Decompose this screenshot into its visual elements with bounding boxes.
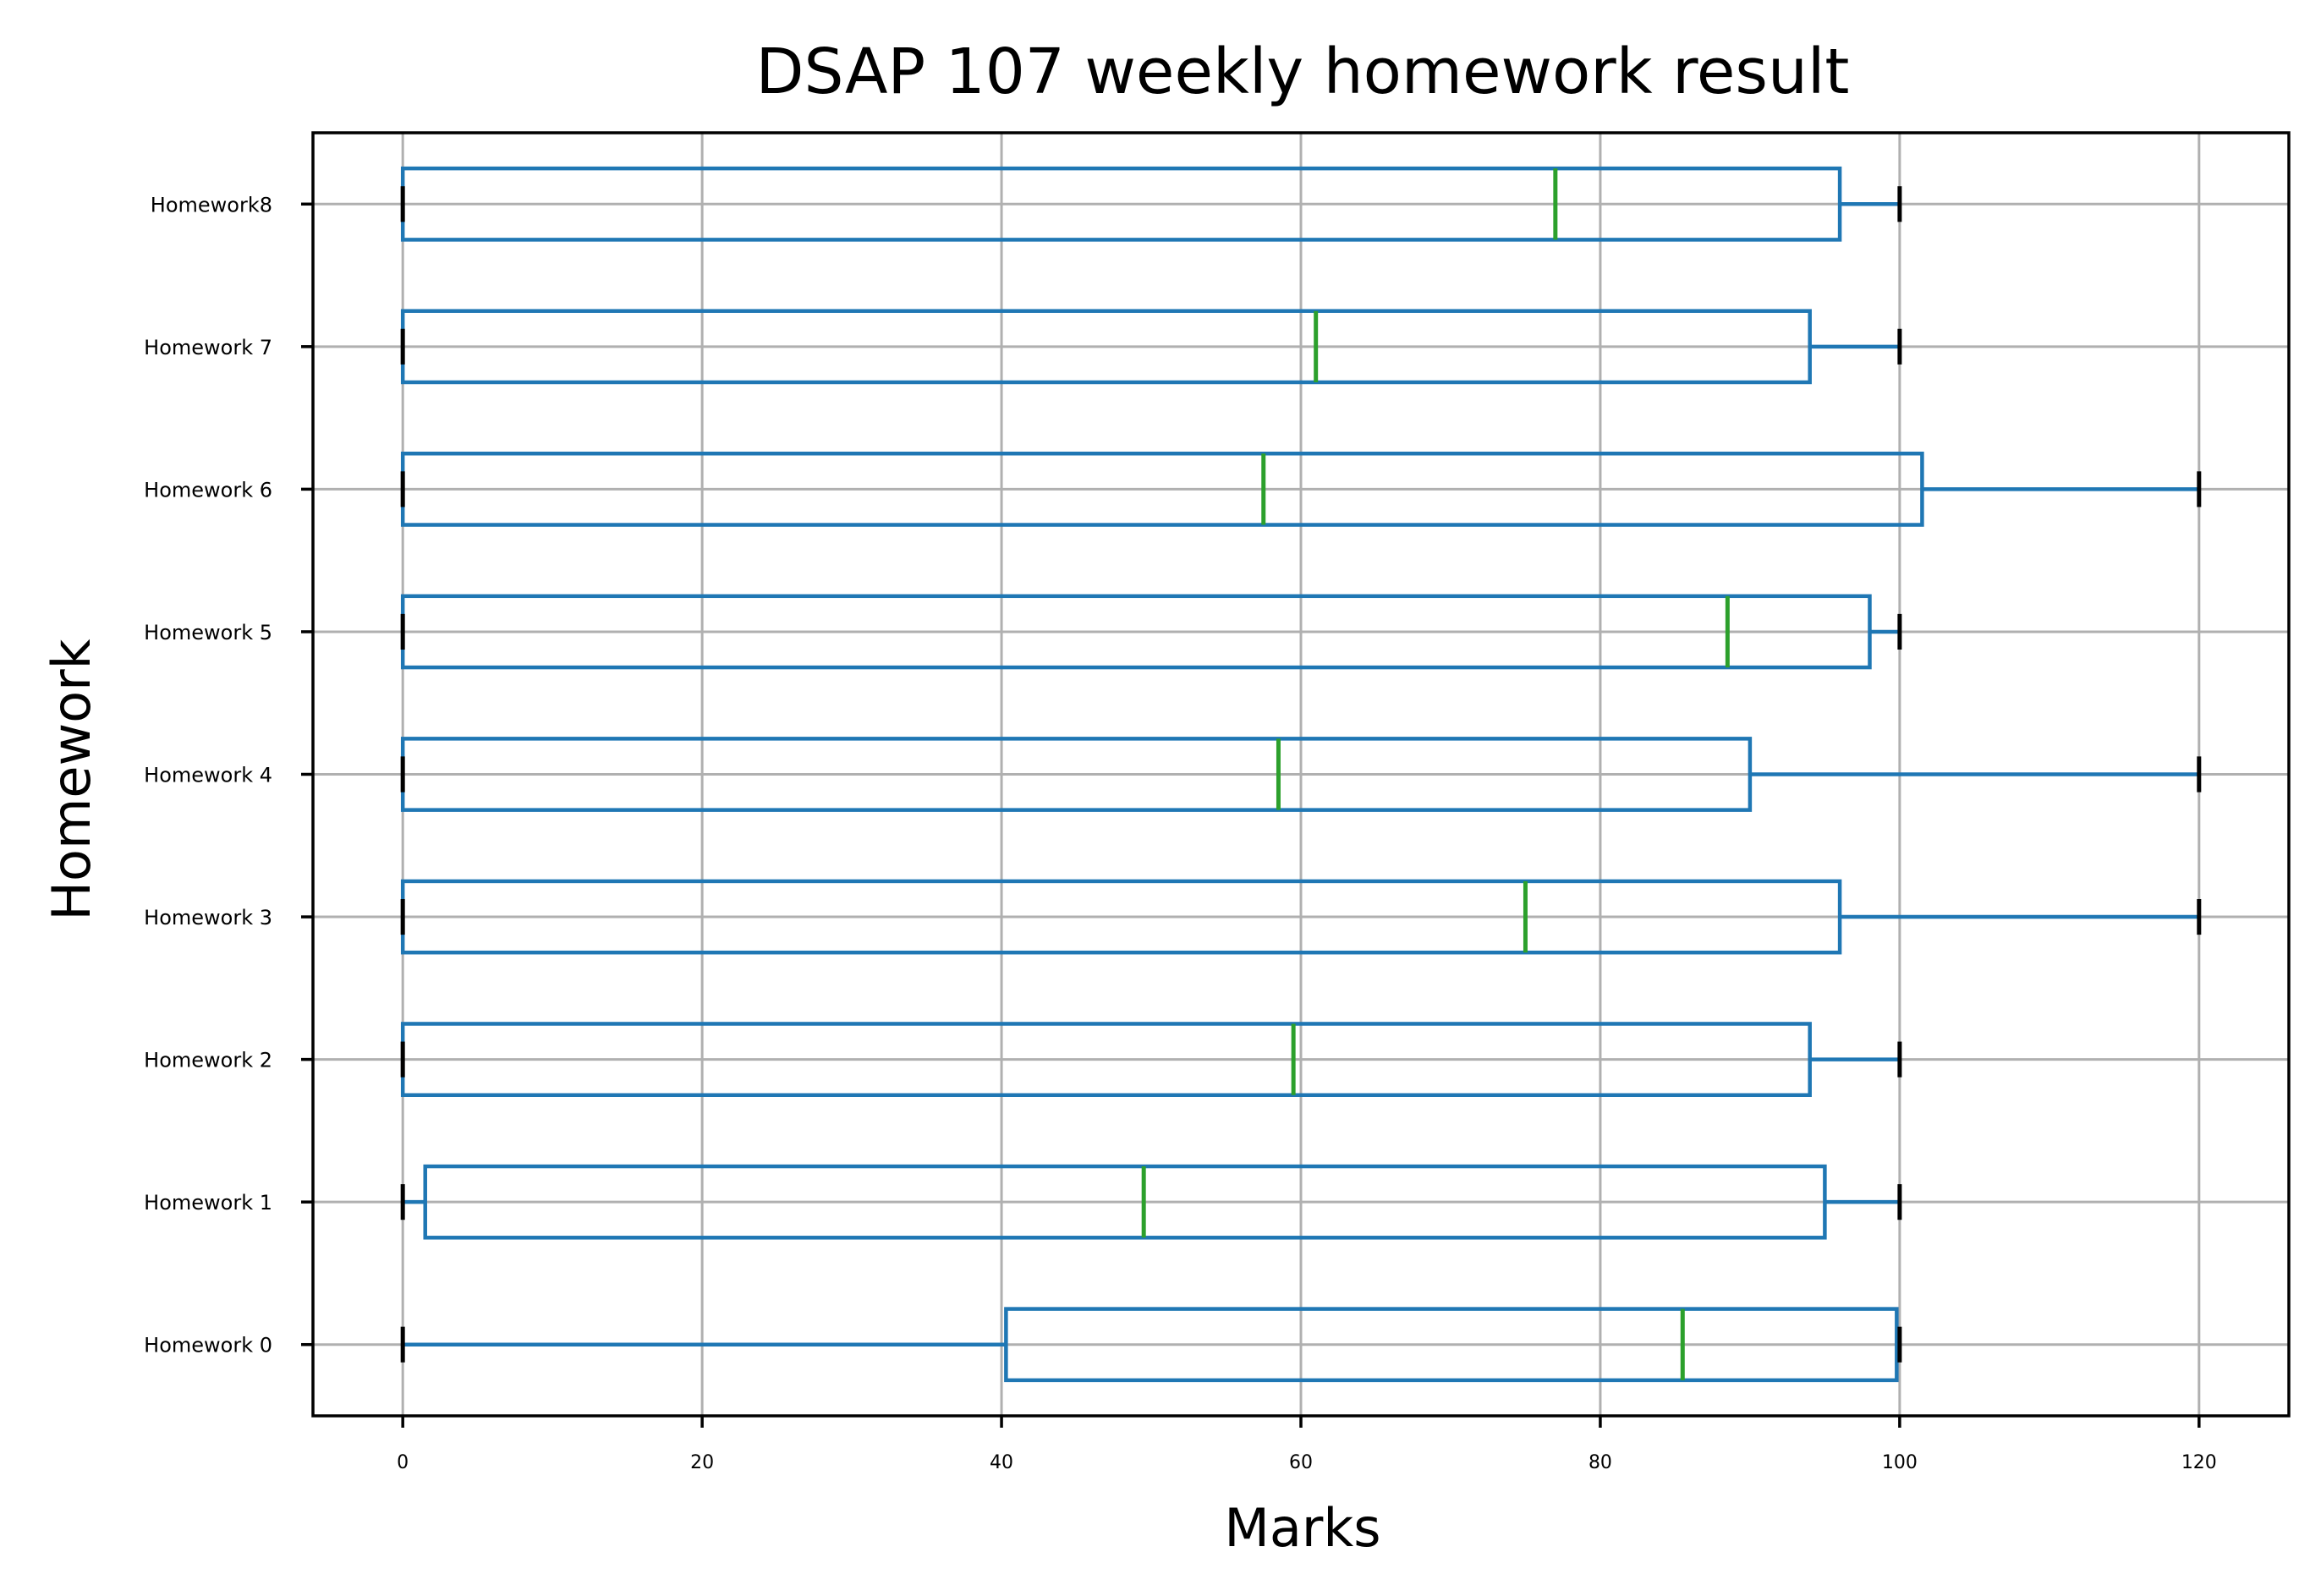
x-tick-label: 0: [397, 1452, 409, 1473]
y-tick-label: Homework 0: [144, 1334, 272, 1357]
x-tick-label: 80: [1588, 1452, 1612, 1473]
x-tick-label: 40: [990, 1452, 1013, 1473]
box-layer: [400, 166, 2202, 1383]
box-group: [400, 594, 1902, 670]
x-tick-label: 100: [1882, 1452, 1918, 1473]
box-iqr: [423, 1164, 1827, 1240]
y-tick-label: Homework8: [151, 193, 272, 217]
y-tick-label: Homework 4: [144, 764, 272, 787]
box-group: [400, 879, 2202, 955]
x-tick-label: 60: [1289, 1452, 1313, 1473]
box-group: [400, 166, 1902, 242]
chart-title: DSAP 107 weekly homework result: [756, 36, 1850, 108]
y-axis-label: Homework: [41, 639, 102, 920]
box-group: [400, 1022, 1902, 1097]
y-tick-label: Homework 1: [144, 1191, 272, 1215]
y-tick-label: Homework 2: [144, 1049, 272, 1072]
y-tick-label: Homework 6: [144, 478, 272, 502]
box-group: [400, 309, 1902, 385]
y-tick-label: Homework 5: [144, 621, 272, 644]
tick-layer: 0 20 40 60 80 100 120 Homework 0 Homework 1 Homew…: [144, 193, 2217, 1473]
y-tick-label: Homework 3: [144, 906, 272, 930]
box-group: [400, 1307, 1902, 1383]
box-group: [400, 737, 2202, 812]
box-group: [400, 1164, 1902, 1240]
x-tick-label: 20: [690, 1452, 714, 1473]
y-tick-label: Homework 7: [144, 336, 272, 359]
x-tick-label: 120: [2181, 1452, 2217, 1473]
box-group: [400, 452, 2202, 527]
x-axis-label: Marks: [1224, 1497, 1380, 1559]
box-iqr: [1004, 1307, 1899, 1383]
